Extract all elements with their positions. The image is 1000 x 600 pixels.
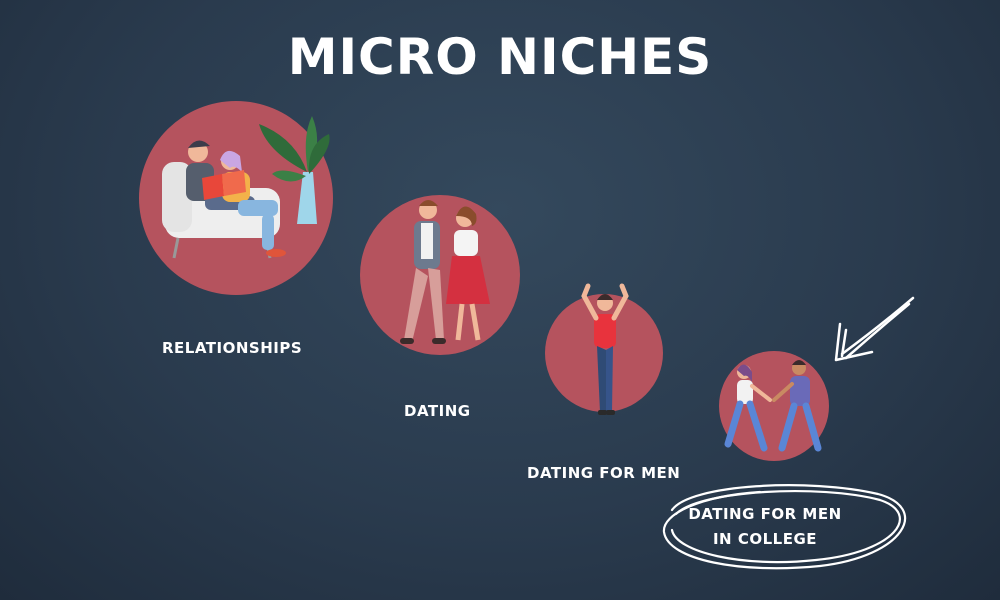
dating-for-men-node bbox=[545, 283, 663, 415]
dating-node bbox=[360, 195, 520, 355]
dating-label: DATING bbox=[404, 402, 471, 420]
college-label-line-2: IN COLLEGE bbox=[712, 530, 818, 548]
relationships-node bbox=[139, 101, 333, 295]
dating-for-men-in-college-label: DATING FOR MEN IN COLLEGE bbox=[670, 502, 860, 552]
students-holding-hands-icon bbox=[724, 360, 822, 452]
hand-drawn-oval-icon bbox=[662, 484, 907, 570]
dating-for-men-label: DATING FOR MEN bbox=[527, 464, 681, 482]
relationships-label: RELATIONSHIPS bbox=[162, 339, 303, 357]
college-label-line-1: DATING FOR MEN bbox=[688, 505, 842, 523]
page-title: MICRO NICHES bbox=[287, 28, 713, 86]
cheering-man-icon bbox=[581, 283, 629, 415]
hand-drawn-arrow-icon bbox=[834, 296, 915, 362]
couple-walking-icon bbox=[400, 200, 490, 344]
couple-reading-icon bbox=[162, 116, 330, 259]
dating-for-men-in-college-node bbox=[719, 351, 829, 461]
dating-for-men-in-college-circle bbox=[719, 351, 829, 461]
